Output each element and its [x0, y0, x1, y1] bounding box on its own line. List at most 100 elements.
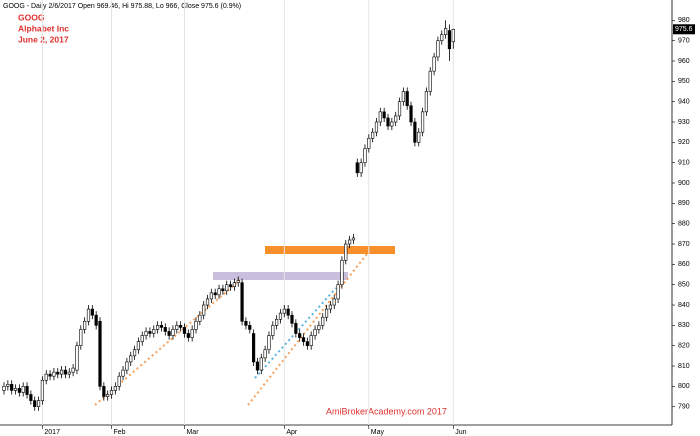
- candle-body: [259, 357, 263, 371]
- candle-body: [332, 298, 336, 306]
- candle-body: [367, 137, 371, 149]
- candle-body: [13, 388, 18, 391]
- candle-body: [340, 259, 344, 285]
- candle-body: [48, 373, 52, 377]
- candle-body: [98, 320, 102, 387]
- candle-body: [209, 292, 213, 300]
- y-tick-label: 810: [678, 363, 690, 370]
- candle-body: [240, 282, 244, 322]
- support-band: [213, 272, 348, 280]
- candle-body: [182, 327, 187, 334]
- y-tick-label: 920: [678, 139, 690, 146]
- candle-body: [371, 131, 375, 139]
- candle-body: [175, 325, 179, 330]
- candle-body: [271, 325, 275, 336]
- y-tick-label: 930: [678, 119, 690, 126]
- candle-body: [409, 105, 413, 123]
- y-tick-label: 840: [678, 302, 690, 309]
- candle-body: [225, 284, 229, 292]
- candle-body: [244, 320, 248, 326]
- y-tick-label: 970: [678, 38, 690, 45]
- candle-body: [198, 314, 202, 322]
- y-tick-label: 830: [678, 322, 690, 329]
- candle-body: [305, 341, 309, 346]
- candle-body: [217, 288, 221, 296]
- candle-body: [136, 341, 141, 351]
- candle-body: [40, 379, 44, 401]
- candle-body: [355, 162, 359, 174]
- candle-body: [447, 30, 452, 50]
- candle-body: [202, 304, 206, 316]
- candle-body: [397, 101, 402, 117]
- x-tick-label: Feb: [114, 429, 126, 436]
- candle-body: [432, 56, 436, 72]
- candle-body: [186, 333, 190, 338]
- candle-body: [25, 386, 29, 395]
- chart-title: GOOG - Daily 2/6/2017 Open 969.46, Hi 97…: [3, 3, 241, 10]
- candle-body: [29, 394, 33, 401]
- y-tick-label: 910: [678, 160, 690, 167]
- candle-body: [344, 243, 348, 261]
- x-tick-label: 2017: [44, 429, 60, 436]
- candle-body: [140, 335, 144, 342]
- candle-body: [282, 308, 286, 314]
- candle-body: [33, 400, 37, 407]
- candle-body: [324, 308, 329, 318]
- candle-body: [190, 329, 194, 338]
- candle-body: [71, 367, 75, 373]
- candle-body: [386, 117, 390, 127]
- candle-body: [94, 314, 98, 326]
- candle-body: [167, 331, 171, 336]
- candle-body: [420, 111, 425, 133]
- y-tick-label: 900: [678, 180, 690, 187]
- candle-body: [179, 325, 183, 328]
- candle-body: [6, 384, 10, 387]
- candle-body: [148, 331, 152, 334]
- candle-body: [144, 331, 148, 336]
- candle-body: [436, 40, 440, 58]
- resistance-band: [265, 246, 395, 254]
- candle-body: [236, 280, 240, 283]
- candle-body: [267, 335, 271, 351]
- candle-body: [79, 329, 83, 346]
- candle-body: [278, 312, 283, 320]
- candle-body: [232, 282, 237, 288]
- price-tag: [673, 24, 695, 35]
- watermark: AmiBrokerAcademy.com 2017: [326, 406, 447, 416]
- candle-body: [336, 284, 340, 300]
- candle-body: [378, 111, 382, 123]
- candle-body: [228, 284, 233, 288]
- candle-body: [298, 333, 302, 338]
- candle-body: [59, 369, 64, 375]
- y-tick-label: 860: [678, 261, 690, 268]
- y-tick-label: 980: [678, 17, 690, 24]
- candle-body: [171, 329, 175, 336]
- candle-body: [290, 314, 294, 324]
- y-tick-label: 960: [678, 58, 690, 65]
- candle-body: [221, 288, 225, 292]
- y-tick-label: 870: [678, 241, 690, 248]
- candle-body: [102, 386, 106, 397]
- candle-body: [152, 329, 156, 334]
- candle-body: [301, 337, 306, 342]
- candle-body: [382, 111, 386, 119]
- y-tick-label: 950: [678, 78, 690, 85]
- candle-body: [351, 237, 356, 241]
- x-tick-label: Jun: [455, 429, 466, 436]
- candle-body: [401, 91, 405, 102]
- candle-body: [313, 329, 317, 336]
- candle-body: [90, 308, 94, 316]
- candle-body: [113, 386, 117, 391]
- candle-body: [17, 388, 21, 393]
- candle-body: [63, 369, 68, 375]
- candle-body: [106, 394, 110, 397]
- candle-body: [286, 308, 290, 316]
- x-tick-label: May: [371, 429, 385, 436]
- candle-body: [44, 373, 48, 381]
- y-tick-label: 890: [678, 200, 690, 207]
- x-tick-label: Apr: [286, 429, 298, 436]
- candle-body: [67, 371, 71, 375]
- candle-body: [317, 325, 321, 330]
- candle-body: [394, 115, 398, 123]
